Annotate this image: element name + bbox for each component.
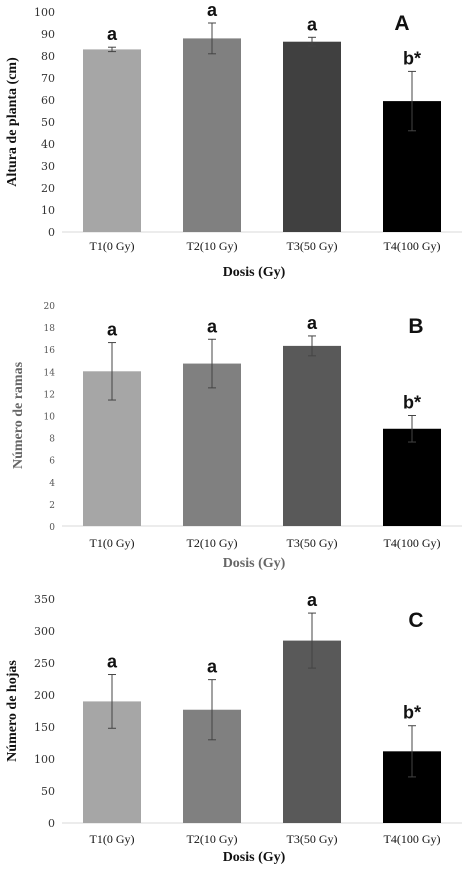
y-tick-label: 2 xyxy=(49,501,55,511)
panel-a-altura-chart: 0 10 20 30 40 50 60 70 80 90 100 a T1(0 Gy) a T2(10 Gy… xyxy=(5,0,462,280)
significance-label: b* xyxy=(403,48,421,68)
y-tick-label: 70 xyxy=(41,72,55,85)
y-tick-label: 200 xyxy=(34,689,55,702)
y-tick-label: 18 xyxy=(44,324,56,334)
x-tick-label: T3(50 Gy) xyxy=(287,536,338,550)
y-tick-label: 100 xyxy=(34,6,55,19)
significance-label: a xyxy=(307,14,318,34)
x-tick-label: T4(100 Gy) xyxy=(384,832,441,846)
x-tick-label: T3(50 Gy) xyxy=(287,832,338,846)
bar xyxy=(283,41,341,233)
panel-c-hojas-chart: 0 50 100 150 200 250 300 350 a T1(0 Gy) a T2(10 Gy)… xyxy=(5,590,462,865)
significance-label: a xyxy=(107,24,118,44)
y-tick-label: 20 xyxy=(44,302,56,312)
x-tick-label: T2(10 Gy) xyxy=(187,239,238,253)
panel-letter: C xyxy=(408,609,423,632)
significance-label: a xyxy=(107,652,118,672)
y-tick-label: 10 xyxy=(44,413,56,423)
y-tick-label: 4 xyxy=(49,479,55,489)
x-tick-label: T1(0 Gy) xyxy=(90,239,135,253)
y-tick-label: 80 xyxy=(41,50,55,63)
y-tick-label: 14 xyxy=(44,368,56,378)
panel-letter: B xyxy=(408,315,423,338)
y-tick-label: 12 xyxy=(44,390,55,400)
y-tick-label: 350 xyxy=(34,593,55,606)
y-axis-title: Número de ramas xyxy=(11,361,26,469)
y-tick-label: 40 xyxy=(41,138,55,151)
y-tick-label: 300 xyxy=(34,625,55,638)
significance-label: a xyxy=(207,657,218,677)
x-tick-label: T1(0 Gy) xyxy=(90,832,135,846)
y-tick-label: 0 xyxy=(48,817,55,830)
x-axis-title: Dosis (Gy) xyxy=(223,556,286,571)
y-tick-label: 250 xyxy=(34,657,55,670)
significance-label: a xyxy=(207,316,218,336)
x-tick-label: T3(50 Gy) xyxy=(287,239,338,253)
x-axis-title: Dosis (Gy) xyxy=(223,850,286,865)
significance-label: a xyxy=(307,313,318,333)
bar xyxy=(283,640,341,823)
y-tick-label: 6 xyxy=(49,457,55,467)
y-tick-label: 0 xyxy=(49,523,55,533)
x-tick-label: T4(100 Gy) xyxy=(384,239,441,253)
y-tick-label: 0 xyxy=(48,226,55,239)
panel-b-ramas-chart: 0 2 4 6 8 10 12 14 16 18 20 a T1(0 Gy) a T2(10 Gy) a T3(… xyxy=(11,302,462,571)
bar xyxy=(383,428,441,526)
significance-label: b* xyxy=(403,703,421,723)
significance-label: a xyxy=(307,590,318,610)
y-tick-label: 8 xyxy=(49,435,55,445)
x-axis-title: Dosis (Gy) xyxy=(223,265,286,280)
y-tick-label: 30 xyxy=(41,160,55,173)
y-axis-title: Altura de planta (cm) xyxy=(5,57,20,187)
y-tick-label: 10 xyxy=(41,204,55,217)
bar xyxy=(183,363,241,526)
significance-label: a xyxy=(207,0,218,20)
panel-letter: A xyxy=(394,12,409,35)
significance-label: a xyxy=(107,320,118,340)
y-tick-label: 50 xyxy=(41,785,55,798)
significance-label: b* xyxy=(403,393,421,413)
y-tick-label: 60 xyxy=(41,94,55,107)
y-tick-label: 150 xyxy=(34,721,55,734)
y-tick-label: 20 xyxy=(41,182,55,195)
bar xyxy=(83,49,141,233)
y-tick-label: 100 xyxy=(34,753,55,766)
x-tick-label: T2(10 Gy) xyxy=(187,832,238,846)
bar xyxy=(283,345,341,526)
x-tick-label: T4(100 Gy) xyxy=(384,536,441,550)
bar xyxy=(183,38,241,233)
x-tick-label: T2(10 Gy) xyxy=(187,536,238,550)
y-tick-label: 50 xyxy=(41,116,55,129)
y-tick-label: 16 xyxy=(44,346,56,356)
x-tick-label: T1(0 Gy) xyxy=(90,536,135,550)
y-axis-title: Número de hojas xyxy=(5,660,20,762)
y-tick-label: 90 xyxy=(41,28,55,41)
